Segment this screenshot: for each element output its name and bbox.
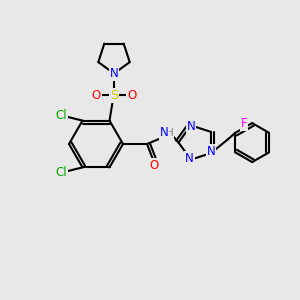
Text: N: N: [110, 67, 118, 80]
Text: N: N: [207, 145, 215, 158]
Text: S: S: [110, 88, 118, 102]
Text: O: O: [150, 159, 159, 172]
Text: N: N: [160, 126, 169, 140]
Text: Cl: Cl: [55, 109, 67, 122]
Text: F: F: [240, 117, 247, 130]
Text: H: H: [166, 128, 173, 139]
Text: O: O: [92, 88, 100, 102]
Text: N: N: [187, 120, 195, 134]
Text: O: O: [128, 88, 136, 102]
Text: N: N: [185, 152, 194, 165]
Text: Cl: Cl: [55, 166, 67, 179]
